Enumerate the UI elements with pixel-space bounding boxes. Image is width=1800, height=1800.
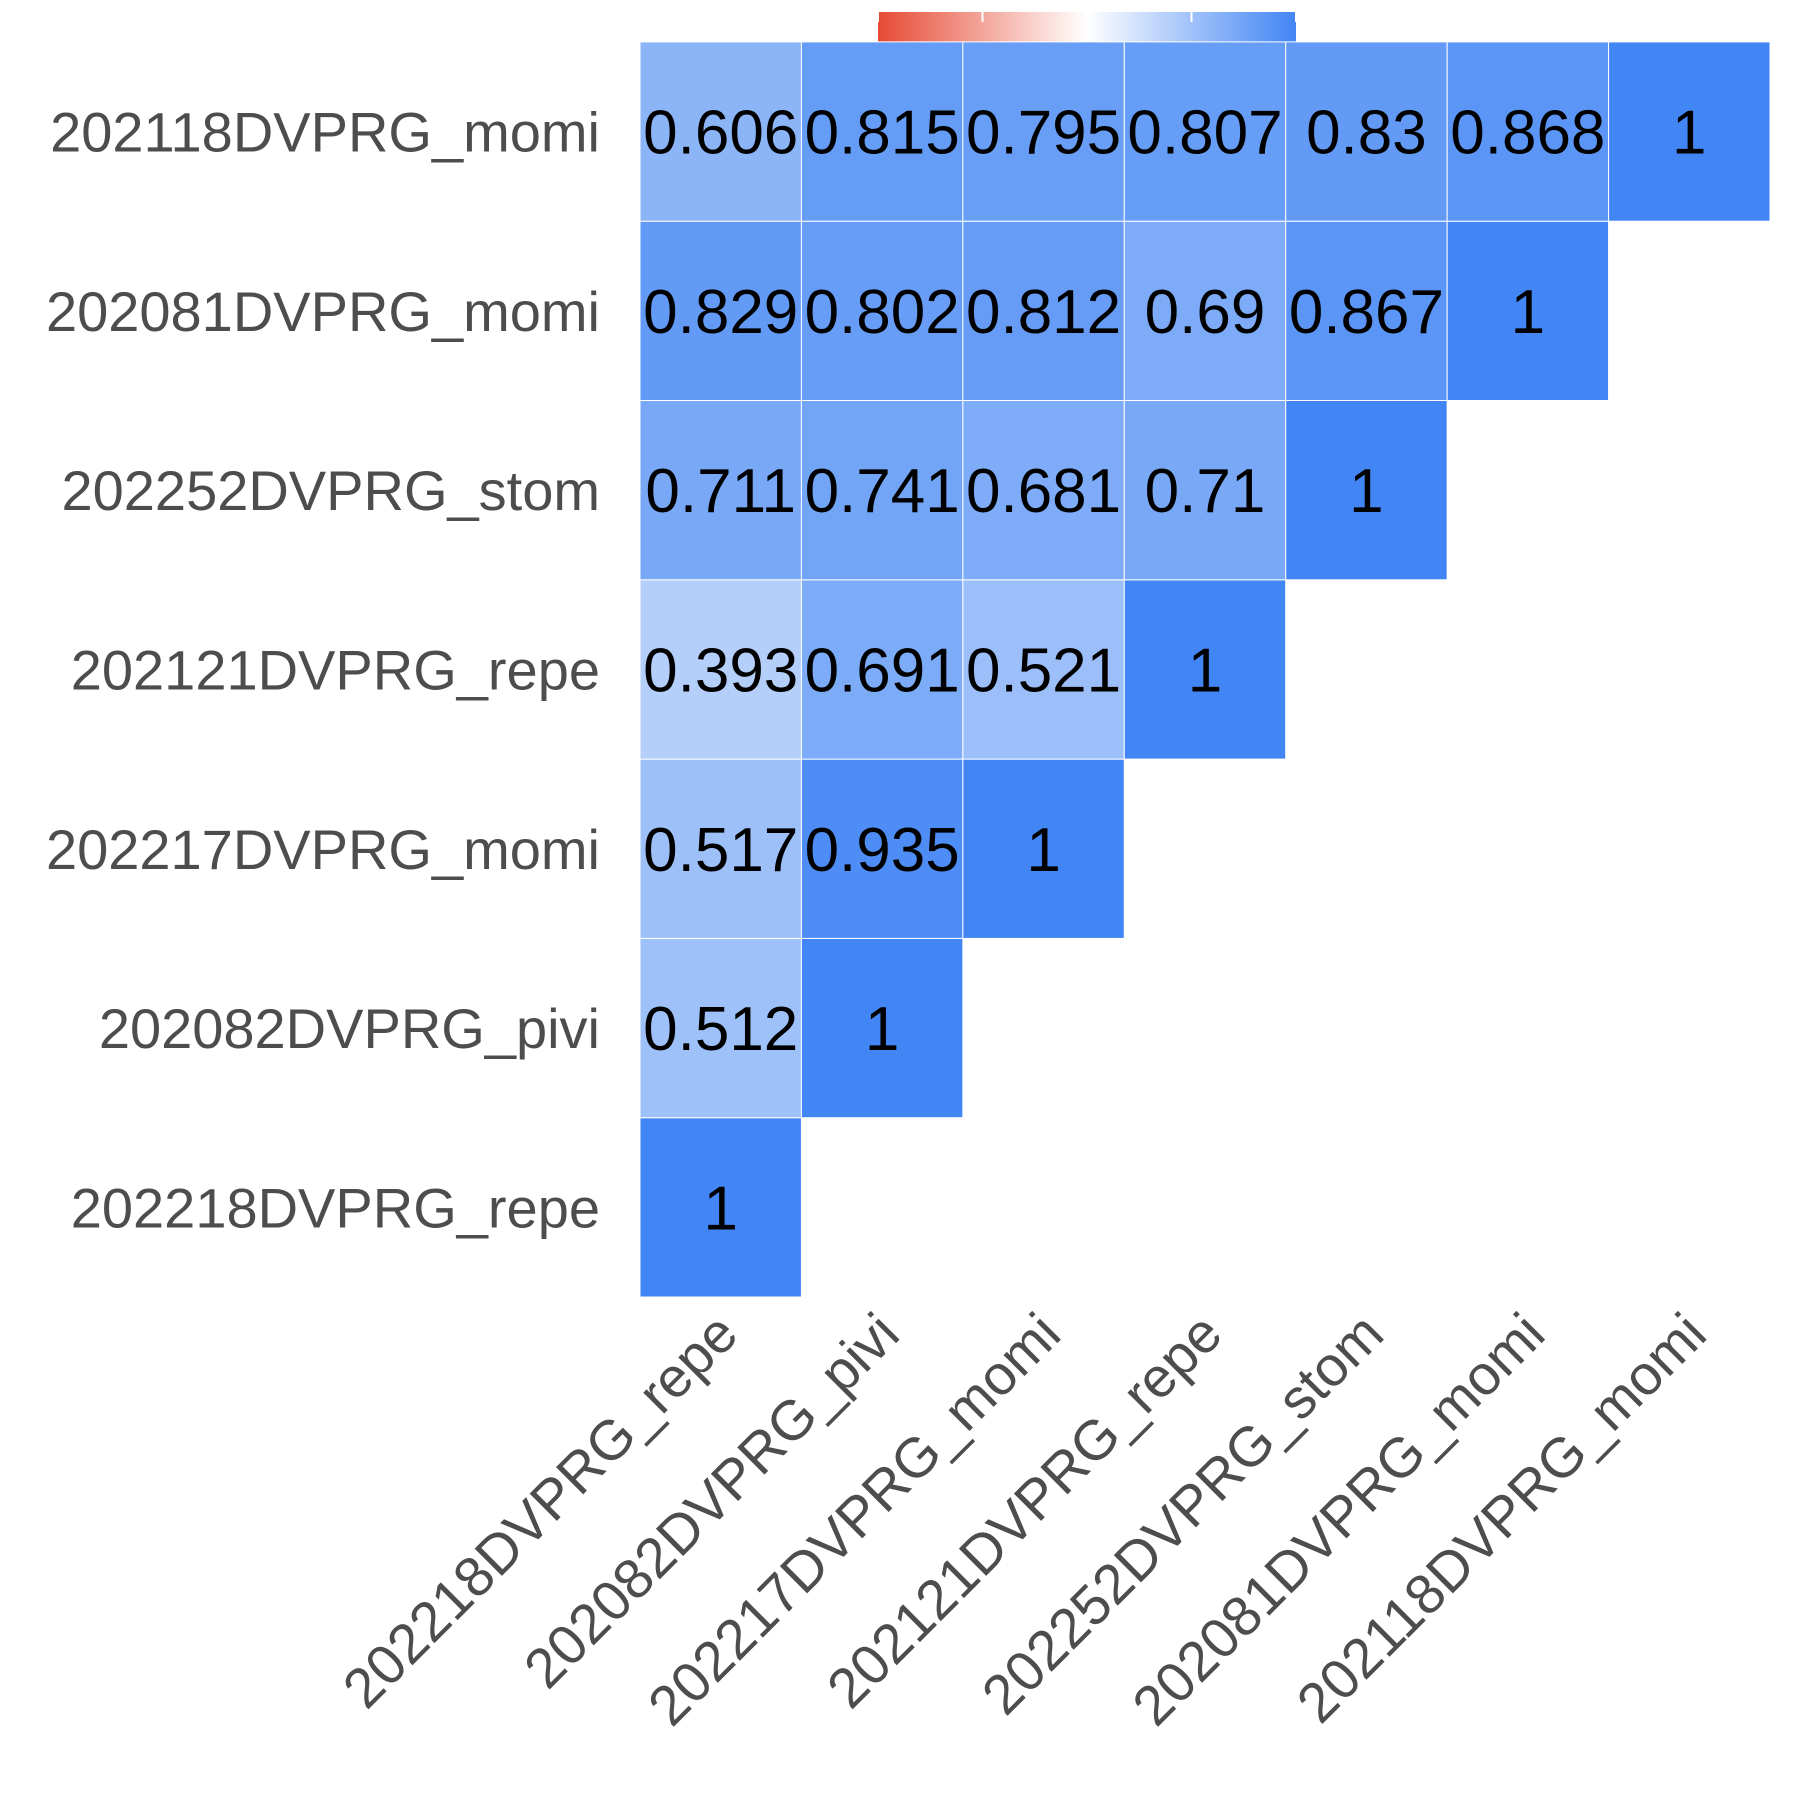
row-label: 202121DVPRG_repe [71, 638, 600, 701]
heatmap-cell [639, 1117, 802, 1298]
heatmap-cell-value: 0.521 [966, 636, 1121, 705]
column-labels: 202218DVPRG_repe202082DVPRG_pivi202217DV… [330, 1301, 1717, 1737]
heatmap-cell [639, 758, 802, 939]
heatmap-cell-value: 0.83 [1306, 99, 1427, 168]
heatmap-cell [800, 220, 964, 401]
row-labels: 202218DVPRG_repe 202082DVPRG_pivi 202217DV… [46, 101, 600, 1240]
heatmap-cell [800, 579, 964, 760]
heatmap-cell [1123, 579, 1287, 760]
heatmap-cell [800, 400, 964, 581]
heatmap-cell [962, 41, 1125, 222]
heatmap-cell [1446, 220, 1610, 401]
heatmap-cell-value: 0.812 [966, 278, 1121, 347]
heatmap-cell-value: 1 [1672, 99, 1706, 168]
heatmap-cell [962, 758, 1125, 939]
heatmap-cell [639, 400, 802, 581]
heatmap-cell-value: 0.69 [1145, 278, 1266, 347]
heatmap-cell-value: 0.815 [805, 99, 960, 168]
heatmap-cell [639, 41, 802, 222]
heatmap-cell-value: 1 [1349, 457, 1383, 526]
heatmap-cell-value: 0.606 [643, 99, 798, 168]
row-label: 202118DVPRG_momi [50, 101, 600, 164]
heatmap-cell-value: 0.691 [805, 636, 960, 705]
row-label: 202081DVPRG_momi [46, 280, 600, 343]
heatmap-cell-value: 1 [1188, 636, 1222, 705]
heatmap-cell [639, 937, 802, 1119]
heatmap-cell [1285, 400, 1448, 581]
heatmap-cell-value: 0.71 [1145, 457, 1266, 526]
heatmap-cell [1123, 400, 1287, 581]
heatmap-cell-value: 0.935 [805, 816, 960, 885]
heatmap-cell [1446, 41, 1610, 222]
heatmap-cell [800, 758, 964, 939]
heatmap-cell-value: 0.512 [643, 995, 798, 1064]
heatmap-cell-value: 0.807 [1127, 99, 1282, 168]
heatmap-cell-value: 1 [865, 995, 899, 1064]
heatmap-cell-value: 1 [1511, 278, 1545, 347]
row-label: 202252DVPRG_stom [61, 459, 600, 522]
heatmap-cell-value: 0.802 [805, 278, 960, 347]
heatmap-cell-value: 0.711 [645, 457, 796, 526]
heatmap-cell-value: 0.517 [643, 816, 798, 885]
heatmap-cell [1123, 41, 1287, 222]
row-label: 202217DVPRG_momi [46, 818, 600, 881]
heatmap-cell [1285, 41, 1448, 222]
heatmap-cell [962, 579, 1125, 760]
heatmap-cell-value: 0.795 [966, 99, 1121, 168]
heatmap-cell [1608, 41, 1771, 222]
heatmap-cell [1123, 220, 1287, 401]
heatmap-cell [962, 400, 1125, 581]
row-label: 202218DVPRG_repe [71, 1176, 600, 1239]
row-label: 202082DVPRG_pivi [99, 997, 600, 1060]
heatmap-cell-value: 0.681 [966, 457, 1121, 526]
heatmap-cell-value: 0.829 [643, 278, 798, 347]
heatmap-cell-labels: 10.5120.5170.3930.7110.8290.60610.9350.6… [643, 99, 1706, 1244]
heatmap-cells [639, 41, 1771, 1298]
heatmap-cell-value: 1 [1026, 816, 1060, 885]
heatmap-cell [962, 220, 1125, 401]
heatmap-cell-value: 1 [703, 1174, 737, 1243]
heatmap-cell-value: 0.741 [805, 457, 960, 526]
heatmap-cell [639, 220, 802, 401]
heatmap-cell [800, 937, 964, 1119]
heatmap-cell-value: 0.867 [1289, 278, 1444, 347]
heatmap-cell-value: 0.393 [643, 636, 798, 705]
heatmap-cell-value: 0.868 [1450, 99, 1605, 168]
heatmap-cell [1285, 220, 1448, 401]
